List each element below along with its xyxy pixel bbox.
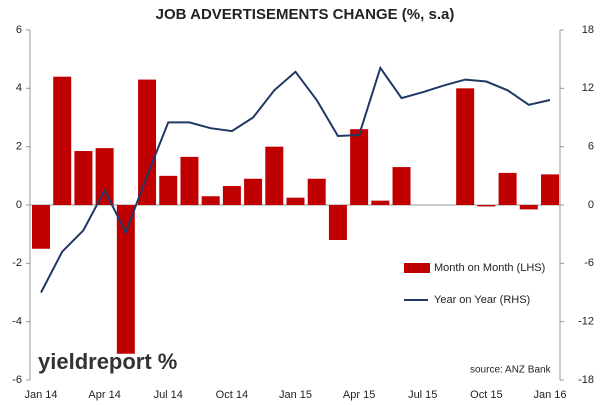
- legend-label: Year on Year (RHS): [434, 294, 530, 306]
- x-tick-label: Apr 14: [88, 389, 120, 401]
- bar: [265, 146, 284, 205]
- x-tick-label: Jul 15: [408, 389, 437, 401]
- y-tick-label: -6: [12, 374, 22, 386]
- bar: [201, 196, 220, 205]
- bar: [456, 88, 475, 205]
- y2-tick-label: 0: [588, 199, 594, 211]
- bar: [477, 205, 496, 207]
- x-tick-label: Oct 15: [470, 389, 502, 401]
- y-tick-label: -4: [12, 316, 22, 328]
- line: [40, 65, 551, 293]
- bar: [392, 167, 411, 205]
- x-tick-label: Jan 14: [24, 389, 57, 401]
- x-tick-label: Jan 15: [279, 389, 312, 401]
- x-tick-label: Apr 15: [343, 389, 375, 401]
- bar: [328, 205, 347, 240]
- y-tick-label: 4: [16, 82, 22, 94]
- y-tick-label: -2: [12, 257, 22, 269]
- legend-label: Month on Month (LHS): [434, 262, 545, 274]
- bar: [307, 178, 326, 205]
- chart-title: JOB ADVERTISEMENTS CHANGE (%, s.a): [156, 6, 455, 23]
- bar: [350, 129, 369, 205]
- bar: [159, 175, 178, 205]
- y-tick-label: 2: [16, 141, 22, 153]
- bar: [244, 178, 263, 205]
- bar: [222, 186, 241, 205]
- bar: [116, 205, 135, 354]
- y2-tick-label: -6: [584, 257, 594, 269]
- bar: [95, 148, 114, 205]
- y2-tick-label: -12: [578, 316, 594, 328]
- legend-swatch: [404, 263, 430, 273]
- bar: [180, 156, 199, 205]
- y-tick-label: 0: [16, 199, 22, 211]
- bar: [74, 151, 93, 205]
- bar: [32, 205, 50, 249]
- y2-tick-label: -18: [578, 374, 594, 386]
- bar: [541, 174, 559, 205]
- y2-tick-label: 6: [588, 141, 594, 153]
- x-tick-label: Oct 14: [216, 389, 248, 401]
- y2-tick-label: 12: [582, 82, 594, 94]
- source: source: ANZ Bank: [470, 365, 552, 376]
- bar: [53, 76, 72, 206]
- y-tick-label: 6: [16, 24, 22, 36]
- x-tick-label: Jan 16: [533, 389, 566, 401]
- logo: yieldreport %: [38, 349, 177, 374]
- bar: [138, 79, 157, 205]
- y2-tick-label: 18: [582, 24, 594, 36]
- bar: [371, 200, 390, 205]
- bar: [286, 197, 305, 205]
- bar: [498, 172, 517, 205]
- bar: [519, 205, 538, 210]
- x-tick-label: Jul 14: [154, 389, 183, 401]
